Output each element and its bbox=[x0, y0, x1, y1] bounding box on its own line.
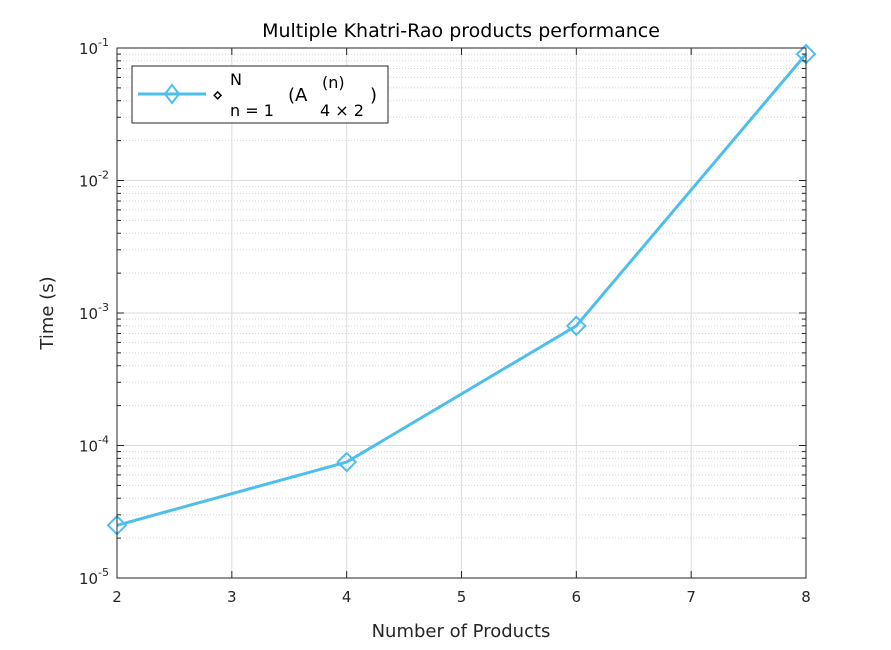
major-grid bbox=[117, 48, 806, 578]
legend-box bbox=[131, 65, 389, 124]
legend: ⋄ N n = 1 (A (n) 4 × 2 ) bbox=[131, 65, 389, 124]
x-tick-label: 3 bbox=[227, 588, 237, 606]
x-tick-label: 8 bbox=[801, 588, 811, 606]
x-tick-label: 2 bbox=[112, 588, 122, 606]
legend-close-paren: ) bbox=[370, 85, 377, 106]
y-axis-label: Time (s) bbox=[37, 276, 58, 350]
y-tick-label: 10-2 bbox=[79, 169, 109, 191]
legend-sub-index: n = 1 bbox=[230, 101, 274, 120]
y-tick-labels: 10-5 10-4 10-3 10-2 10-1 bbox=[79, 36, 109, 588]
tick-marks bbox=[116, 47, 807, 579]
y-tick-label: 10-5 bbox=[79, 566, 109, 588]
y-tick-label: 10-3 bbox=[79, 301, 109, 323]
chart-title: Multiple Khatri-Rao products performance bbox=[262, 20, 660, 42]
x-tick-label: 5 bbox=[457, 588, 467, 606]
x-axis-label: Number of Products bbox=[372, 621, 551, 642]
legend-matrix-sup: (n) bbox=[322, 73, 345, 92]
legend-product-symbol: ⋄ bbox=[212, 85, 223, 106]
x-tick-label: 7 bbox=[686, 588, 696, 606]
x-tick-label: 6 bbox=[572, 588, 582, 606]
y-tick-label: 10-1 bbox=[79, 36, 109, 58]
legend-open-paren: (A bbox=[288, 85, 308, 106]
data-point-marker bbox=[565, 315, 587, 337]
series-line bbox=[116, 53, 808, 527]
legend-sup-n: N bbox=[230, 70, 242, 89]
data-point-marker bbox=[336, 451, 358, 473]
legend-matrix-sub: 4 × 2 bbox=[320, 101, 364, 120]
legend-diamond-marker bbox=[163, 83, 181, 105]
y-tick-label: 10-4 bbox=[79, 434, 109, 456]
x-tick-labels: 2 3 4 5 6 7 8 bbox=[112, 588, 811, 606]
x-tick-label: 4 bbox=[342, 588, 352, 606]
